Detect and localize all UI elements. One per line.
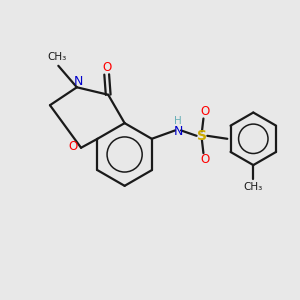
Text: CH₃: CH₃ — [47, 52, 67, 62]
Text: N: N — [74, 75, 83, 88]
Text: O: O — [200, 105, 209, 119]
Text: S: S — [197, 129, 207, 143]
Text: O: O — [200, 153, 209, 166]
Text: O: O — [68, 140, 77, 153]
Text: O: O — [102, 61, 111, 74]
Text: CH₃: CH₃ — [244, 182, 263, 192]
Text: N: N — [173, 125, 183, 138]
Text: H: H — [174, 116, 182, 127]
